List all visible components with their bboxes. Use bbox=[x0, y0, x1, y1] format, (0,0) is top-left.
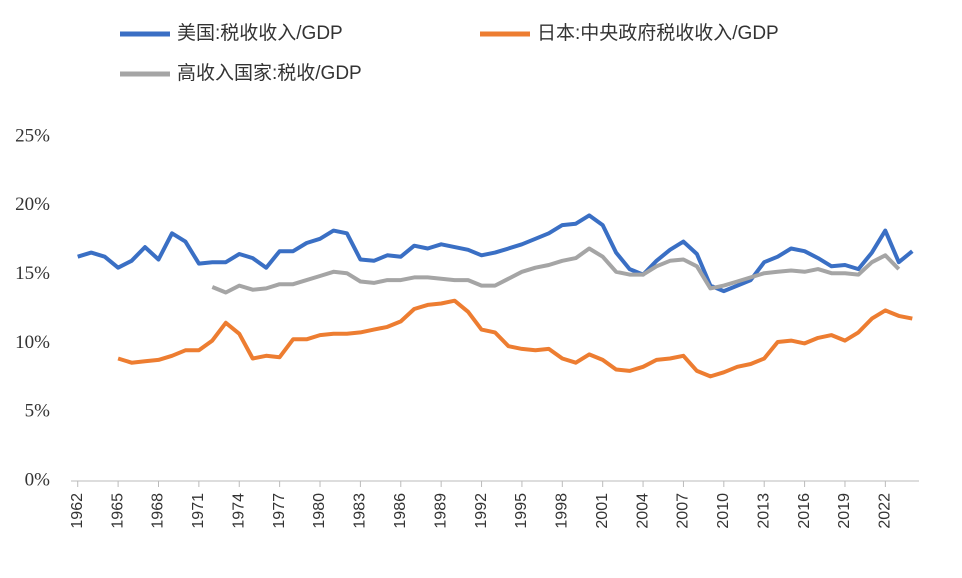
y-tick-label: 0% bbox=[25, 469, 51, 490]
x-tick-label: 1974 bbox=[230, 493, 247, 529]
x-tick-label: 1986 bbox=[392, 493, 409, 529]
series-line bbox=[117, 298, 913, 379]
x-tick-label: 1980 bbox=[311, 493, 328, 529]
x-tick-label: 1965 bbox=[109, 493, 126, 529]
x-tick-label: 2001 bbox=[594, 493, 611, 529]
x-tick-label: 1968 bbox=[150, 493, 167, 529]
y-tick-label: 15% bbox=[15, 263, 50, 284]
y-tick-label: 25% bbox=[15, 125, 50, 146]
x-tick-label: 1998 bbox=[554, 493, 571, 529]
x-tick-label: 1992 bbox=[473, 493, 490, 529]
x-tick-label: 1995 bbox=[513, 493, 530, 529]
legend-label: 日本:中央政府税收收入/GDP bbox=[537, 22, 779, 44]
x-tick-label: 1962 bbox=[69, 493, 86, 529]
legend-label: 美国:税收收入/GDP bbox=[177, 22, 343, 44]
x-tick-label: 2007 bbox=[675, 493, 692, 529]
x-tick-label: 1983 bbox=[352, 493, 369, 529]
series-line bbox=[211, 246, 901, 295]
y-tick-label: 20% bbox=[15, 194, 50, 215]
series-line bbox=[77, 213, 914, 294]
y-tick-label: 5% bbox=[25, 401, 51, 422]
x-tick-label: 2019 bbox=[836, 493, 853, 529]
legend-label: 高收入国家:税收/GDP bbox=[177, 62, 362, 84]
x-tick-label: 1977 bbox=[271, 493, 288, 529]
y-tick-label: 10% bbox=[15, 332, 50, 353]
x-tick-label: 2004 bbox=[634, 493, 651, 529]
x-tick-label: 2013 bbox=[755, 493, 772, 529]
x-tick-label: 1989 bbox=[432, 493, 449, 529]
x-tick-label: 2022 bbox=[877, 493, 894, 529]
x-tick-label: 2016 bbox=[796, 493, 813, 529]
x-tick-label: 2010 bbox=[715, 493, 732, 529]
x-tick-label: 1971 bbox=[190, 493, 207, 529]
